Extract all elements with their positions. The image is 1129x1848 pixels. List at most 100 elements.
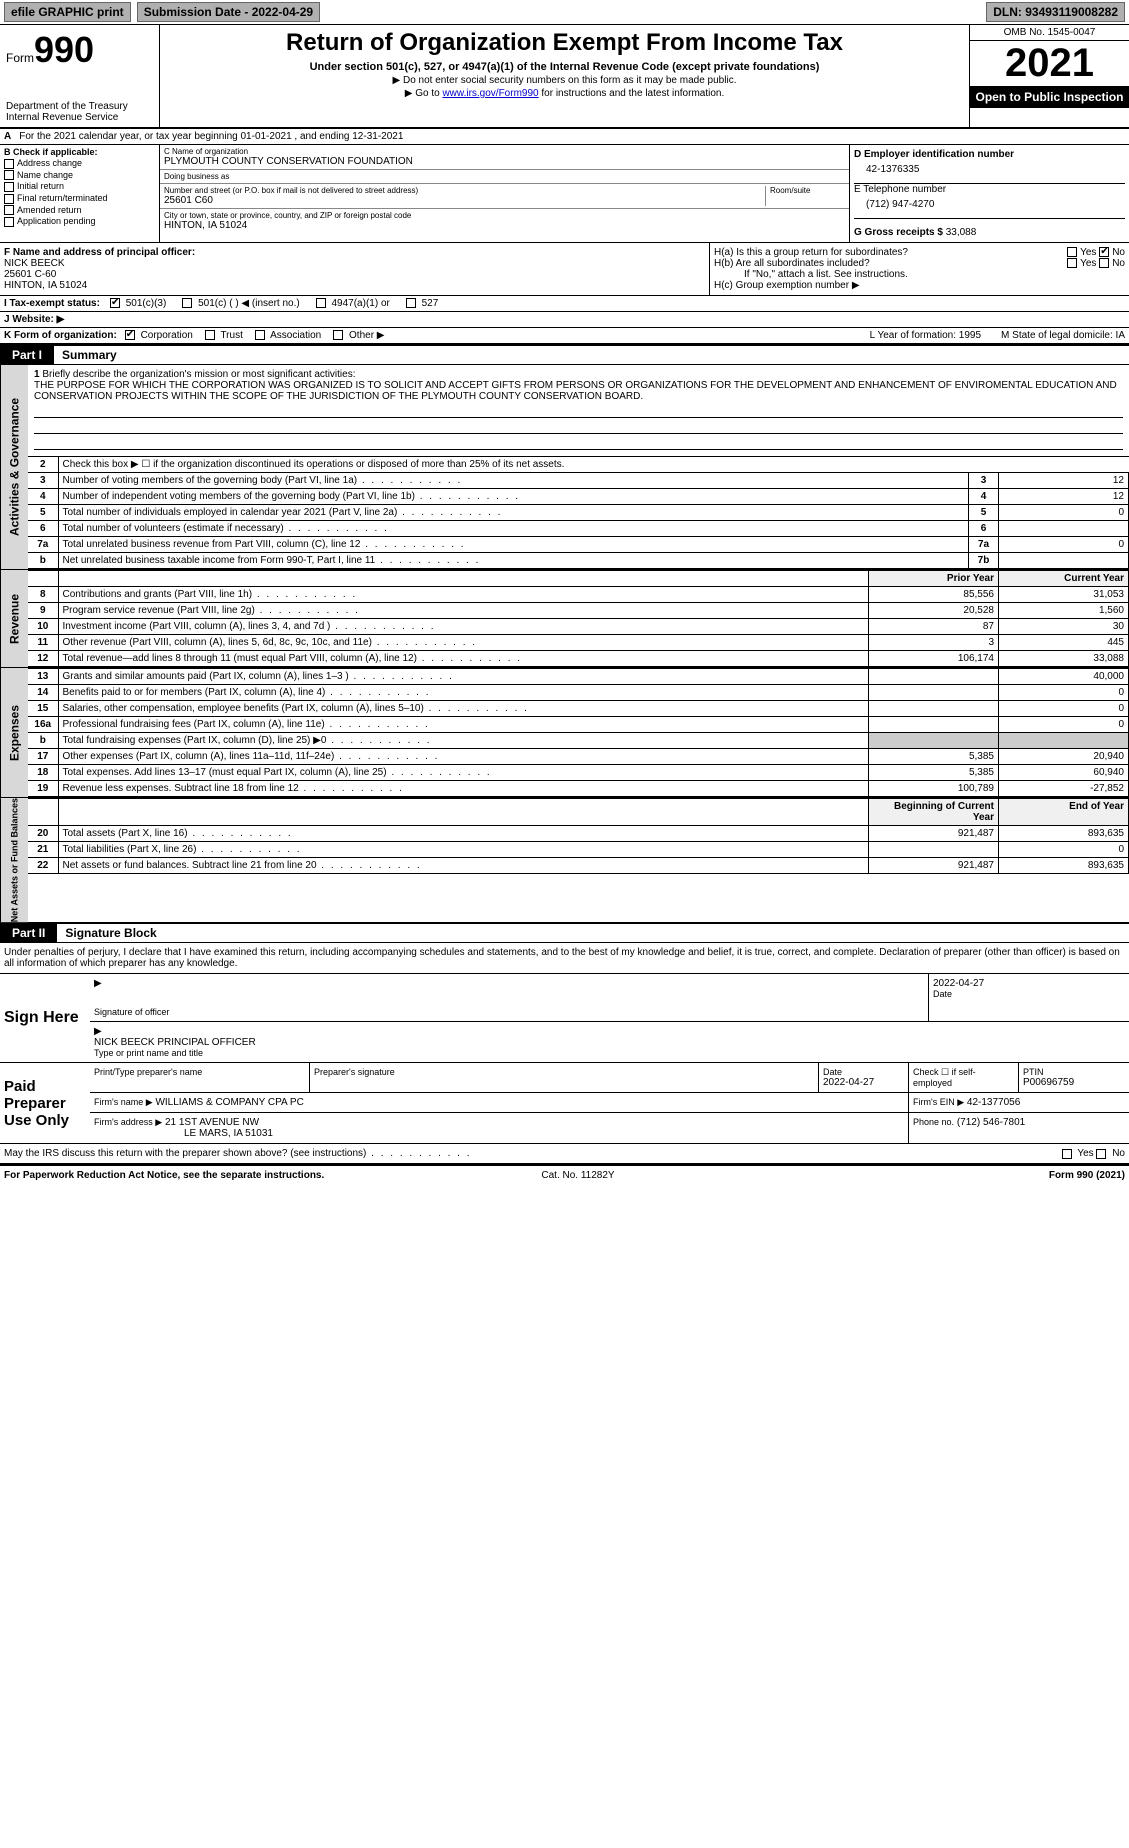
gov-table: 2Check this box ▶ ☐ if the organization … bbox=[28, 456, 1129, 569]
phone: (712) 947-4270 bbox=[854, 195, 1125, 218]
officer-addr1: 25601 C-60 bbox=[4, 269, 705, 280]
firm-addr: Firm's address ▶ 21 1ST AVENUE NW LE MAR… bbox=[90, 1113, 909, 1143]
table-row: 4Number of independent voting members of… bbox=[28, 489, 1129, 505]
footer-mid: Cat. No. 11282Y bbox=[541, 1170, 614, 1181]
mission-num: 1 bbox=[34, 369, 40, 380]
row-a: A For the 2021 calendar year, or tax yea… bbox=[0, 129, 1129, 145]
note-ssn: ▶ Do not enter social security numbers o… bbox=[168, 75, 961, 86]
part2-title: Signature Block bbox=[57, 926, 156, 940]
firm-addr-label: Firm's address ▶ bbox=[94, 1117, 162, 1127]
discuss-row: May the IRS discuss this return with the… bbox=[0, 1144, 1129, 1165]
table-row: 9Program service revenue (Part VIII, lin… bbox=[28, 603, 1129, 619]
firm-ein: Firm's EIN ▶ 42-1377056 bbox=[909, 1093, 1129, 1112]
table-row: 2Check this box ▶ ☐ if the organization … bbox=[28, 457, 1129, 473]
table-row: Beginning of Current YearEnd of Year bbox=[28, 799, 1129, 826]
table-row: 5Total number of individuals employed in… bbox=[28, 505, 1129, 521]
sign-here-row: Sign Here Signature of officer 2022-04-2… bbox=[0, 974, 1129, 1063]
k-trust[interactable]: Trust bbox=[205, 330, 243, 341]
g-value: 33,088 bbox=[946, 227, 977, 238]
prep-check[interactable]: Check ☐ if self-employed bbox=[909, 1063, 1019, 1092]
discuss-yesno[interactable]: Yes No bbox=[1062, 1148, 1125, 1159]
netassets-section: Net Assets or Fund Balances Beginning of… bbox=[0, 798, 1129, 923]
note-link: ▶ Go to www.irs.gov/Form990 for instruct… bbox=[168, 88, 961, 99]
row-a-prefix: A bbox=[0, 129, 15, 144]
h-c: H(c) Group exemption number ▶ bbox=[714, 280, 1125, 291]
table-row: 13Grants and similar amounts paid (Part … bbox=[28, 669, 1129, 685]
mission-uline2 bbox=[34, 420, 1123, 434]
mission-uline3 bbox=[34, 436, 1123, 450]
cb-initial-return[interactable]: Initial return bbox=[4, 181, 155, 192]
dba-box: Doing business as bbox=[160, 170, 849, 184]
paid-line-3: Firm's address ▶ 21 1ST AVENUE NW LE MAR… bbox=[90, 1113, 1129, 1143]
footer-right: Form 990 (2021) bbox=[1049, 1170, 1125, 1181]
form-title: Return of Organization Exempt From Incom… bbox=[168, 29, 961, 57]
form-subtitle: Under section 501(c), 527, or 4947(a)(1)… bbox=[168, 61, 961, 73]
i-501c[interactable]: 501(c) ( ) ◀ (insert no.) bbox=[182, 298, 299, 309]
sig-date: 2022-04-27 Date bbox=[929, 974, 1129, 1021]
city-label: City or town, state or province, country… bbox=[164, 211, 845, 220]
i-4947[interactable]: 4947(a)(1) or bbox=[316, 298, 390, 309]
city-box: City or town, state or province, country… bbox=[160, 209, 849, 233]
row-k: K Form of organization: Corporation Trus… bbox=[0, 328, 1129, 345]
f-label: F Name and address of principal officer: bbox=[4, 247, 705, 258]
header-mid: Return of Organization Exempt From Incom… bbox=[160, 25, 969, 127]
ptin-val: P00696759 bbox=[1023, 1077, 1125, 1088]
exp-table: 13Grants and similar amounts paid (Part … bbox=[28, 668, 1129, 797]
table-row: Prior YearCurrent Year bbox=[28, 571, 1129, 587]
firm-ein-val: 42-1377056 bbox=[967, 1097, 1020, 1108]
mission-label: Briefly describe the organization's miss… bbox=[42, 369, 355, 380]
efile-graphic-print[interactable]: efile GRAPHIC print bbox=[4, 2, 131, 22]
dept-treasury: Department of the Treasury bbox=[6, 101, 153, 112]
table-row: 14Benefits paid to or for members (Part … bbox=[28, 685, 1129, 701]
col-f: F Name and address of principal officer:… bbox=[0, 243, 709, 295]
i-527[interactable]: 527 bbox=[406, 298, 438, 309]
form-990-num: 990 bbox=[34, 29, 94, 70]
cb-address-change[interactable]: Address change bbox=[4, 158, 155, 169]
table-row: 7aTotal unrelated business revenue from … bbox=[28, 537, 1129, 553]
col-b-checkboxes: B Check if applicable: Address change Na… bbox=[0, 145, 160, 242]
firm-phone-val: (712) 546-7801 bbox=[957, 1117, 1025, 1128]
cb-final-return[interactable]: Final return/terminated bbox=[4, 193, 155, 204]
k-other[interactable]: Other ▶ bbox=[333, 330, 384, 341]
table-row: 10Investment income (Part VIII, column (… bbox=[28, 619, 1129, 635]
prep-date-label: Date bbox=[823, 1067, 904, 1077]
submission-date: Submission Date - 2022-04-29 bbox=[137, 2, 320, 22]
ha-yesno: Yes No bbox=[1067, 247, 1125, 258]
part1-title: Summary bbox=[54, 348, 117, 362]
rev-table: Prior YearCurrent Year8Contributions and… bbox=[28, 570, 1129, 667]
dln: DLN: 93493119008282 bbox=[986, 2, 1125, 22]
k-assoc[interactable]: Association bbox=[255, 330, 321, 341]
penalty-statement: Under penalties of perjury, I declare th… bbox=[0, 943, 1129, 974]
firm-name-label: Firm's name ▶ bbox=[94, 1097, 153, 1107]
sign-body: Signature of officer 2022-04-27 Date NIC… bbox=[90, 974, 1129, 1062]
table-row: 18Total expenses. Add lines 13–17 (must … bbox=[28, 765, 1129, 781]
sig-line-1: Signature of officer 2022-04-27 Date bbox=[90, 974, 1129, 1022]
c-label: C Name of organization bbox=[164, 147, 845, 156]
cb-application-pending[interactable]: Application pending bbox=[4, 216, 155, 227]
table-row: 21Total liabilities (Part X, line 26)0 bbox=[28, 842, 1129, 858]
col-c: C Name of organization PLYMOUTH COUNTY C… bbox=[160, 145, 849, 242]
firm-phone-label: Phone no. bbox=[913, 1117, 954, 1127]
l-year-formation: L Year of formation: 1995 bbox=[870, 330, 981, 341]
paid-line-2: Firm's name ▶ WILLIAMS & COMPANY CPA PC … bbox=[90, 1093, 1129, 1113]
table-row: 19Revenue less expenses. Subtract line 1… bbox=[28, 781, 1129, 797]
i-label: I Tax-exempt status: bbox=[4, 298, 100, 309]
part2-header: Part II Signature Block bbox=[0, 923, 1129, 943]
table-row: bNet unrelated business taxable income f… bbox=[28, 553, 1129, 569]
net-table: Beginning of Current YearEnd of Year20To… bbox=[28, 798, 1129, 874]
cb-name-change[interactable]: Name change bbox=[4, 170, 155, 181]
k-corp[interactable]: Corporation bbox=[125, 330, 193, 341]
form-header: Form990 Department of the Treasury Inter… bbox=[0, 25, 1129, 129]
room-label: Room/suite bbox=[770, 186, 845, 195]
irs-link[interactable]: www.irs.gov/Form990 bbox=[442, 88, 538, 99]
i-501c3[interactable]: 501(c)(3) bbox=[110, 298, 166, 309]
entity-block: B Check if applicable: Address change Na… bbox=[0, 145, 1129, 243]
table-row: 12Total revenue—add lines 8 through 11 (… bbox=[28, 651, 1129, 667]
mission-block: 1 Briefly describe the organization's mi… bbox=[28, 365, 1129, 456]
table-row: bTotal fundraising expenses (Part IX, co… bbox=[28, 733, 1129, 749]
cb-amended-return[interactable]: Amended return bbox=[4, 205, 155, 216]
table-row: 22Net assets or fund balances. Subtract … bbox=[28, 858, 1129, 874]
firm-addr-val: 21 1ST AVENUE NW bbox=[165, 1117, 259, 1128]
paid-body: Print/Type preparer's name Preparer's si… bbox=[90, 1063, 1129, 1143]
col-b-title: B Check if applicable: bbox=[4, 147, 155, 157]
